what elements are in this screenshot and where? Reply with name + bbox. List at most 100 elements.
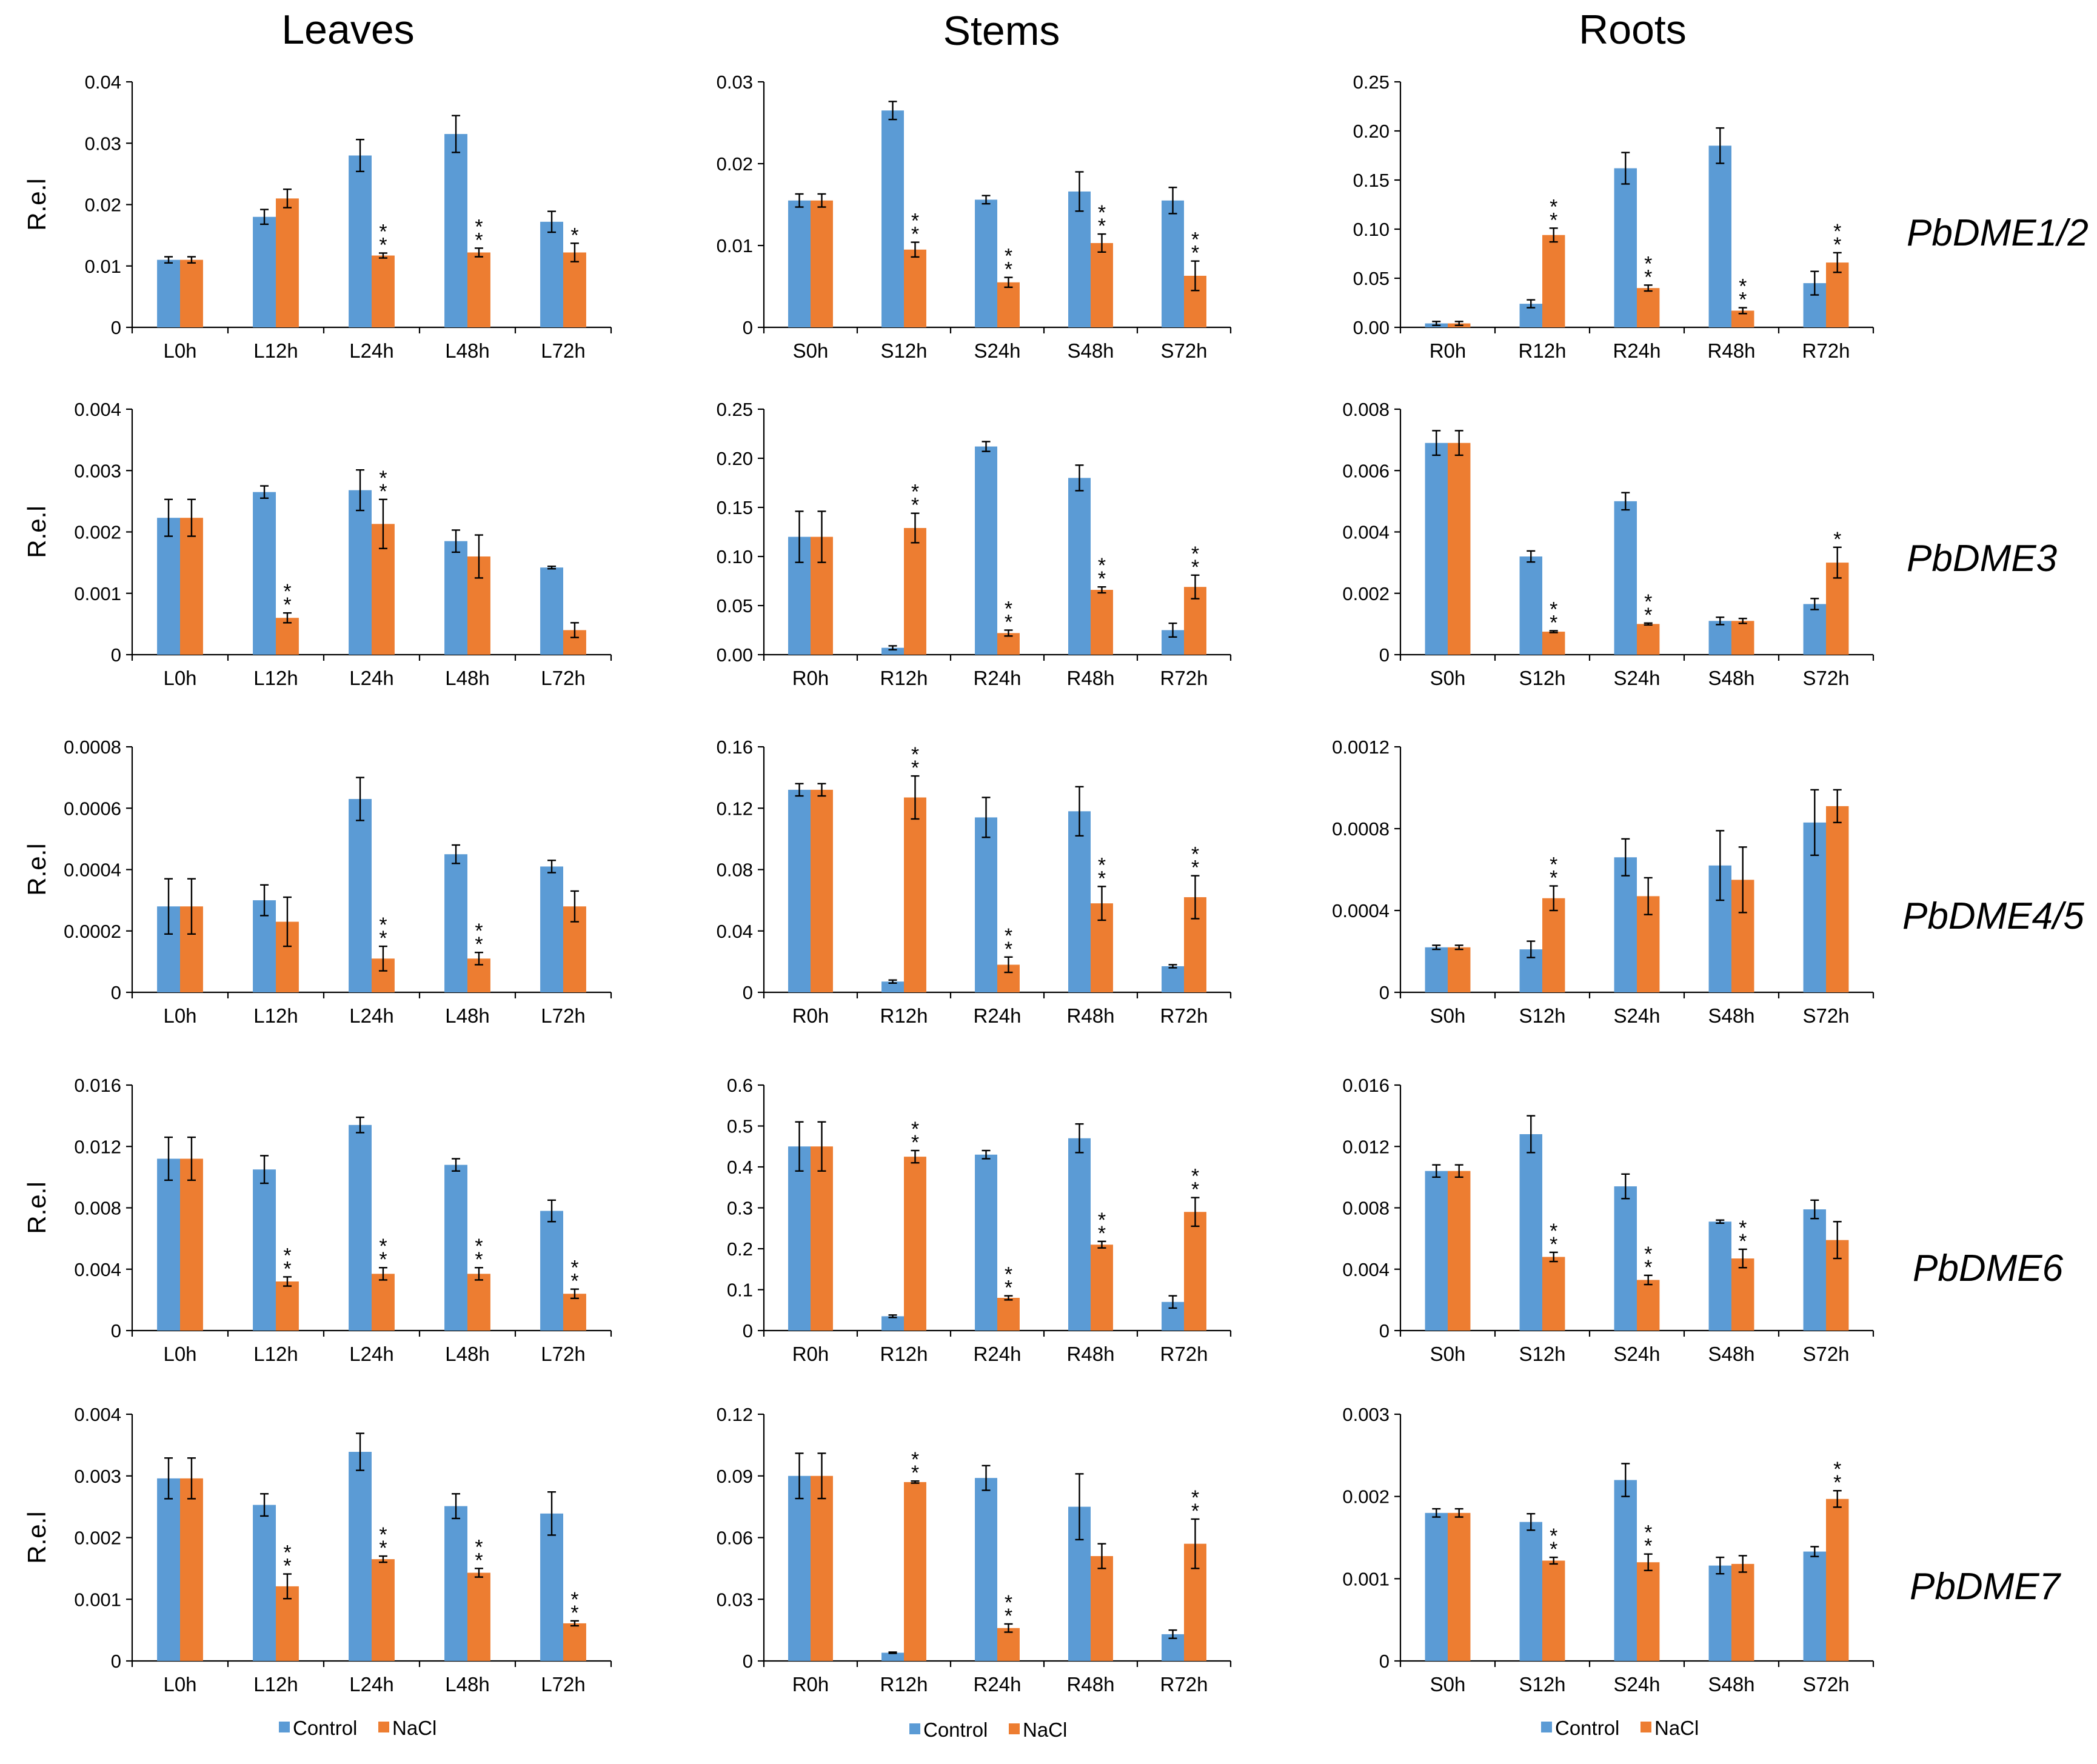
bar-nacl: [1637, 624, 1660, 655]
bar-control: [157, 1478, 180, 1661]
bar-control: [1162, 966, 1184, 992]
category-label: L0h: [163, 339, 196, 362]
bar-nacl: [276, 618, 299, 655]
bar-control: [1068, 478, 1091, 655]
significance-mark: *: [1550, 612, 1557, 635]
bar-nacl: [1542, 632, 1565, 655]
y-tick-label: 0.0006: [64, 798, 121, 819]
bar-nacl: [811, 1146, 833, 1331]
y-tick-label: 0.008: [1342, 399, 1390, 420]
significance-mark: *: [1005, 1277, 1012, 1300]
significance-mark: *: [475, 920, 483, 943]
significance-mark: *: [1005, 611, 1012, 634]
category-label: L48h: [445, 1343, 489, 1365]
y-tick-label: 0.0002: [64, 921, 121, 942]
category-label: R24h: [974, 667, 1022, 689]
significance-mark: *: [570, 1602, 578, 1625]
bar-control: [1425, 947, 1448, 992]
bar-nacl: [1542, 235, 1565, 327]
y-tick-label: 0.016: [74, 1075, 121, 1096]
category-label: S12h: [1519, 1343, 1565, 1365]
y-tick-label: 0.003: [1342, 1404, 1390, 1425]
y-tick-label: 0.004: [74, 1259, 121, 1280]
y-tick-label: 0.02: [85, 195, 121, 216]
category-label: R72h: [1160, 1673, 1208, 1696]
bar-nacl: [563, 1294, 586, 1331]
y-tick-label: 0.001: [1342, 1568, 1390, 1589]
bar-control: [540, 866, 563, 992]
significance-mark: *: [1644, 1522, 1652, 1545]
y-tick-label: 0: [111, 982, 121, 1003]
bar-control: [349, 490, 372, 655]
y-tick-label: 0: [743, 982, 753, 1003]
significance-mark: *: [911, 743, 919, 766]
bar-nacl: [1448, 443, 1471, 655]
category-label: L72h: [541, 1343, 585, 1365]
significance-mark: *: [379, 927, 387, 950]
significance-mark: *: [911, 1131, 919, 1154]
category-label: R48h: [1708, 339, 1756, 362]
category-label: L12h: [253, 1004, 298, 1027]
y-tick-label: 0.002: [74, 522, 121, 543]
category-label: L48h: [445, 1673, 489, 1696]
category-label: L0h: [163, 1673, 196, 1696]
significance-mark: *: [379, 1537, 387, 1560]
legend-roots: Control NaCl: [1541, 1717, 1699, 1739]
category-label: R0h: [1430, 339, 1467, 362]
bar-control: [349, 155, 372, 327]
category-label: R12h: [880, 1004, 928, 1027]
y-axis-label: R.e.l: [22, 843, 51, 895]
y-tick-label: 0.09: [717, 1466, 753, 1487]
significance-mark: *: [1191, 1165, 1199, 1188]
bar-control: [1803, 1551, 1826, 1661]
y-tick-label: 0.002: [1342, 583, 1390, 604]
bar-control: [788, 789, 811, 992]
significance-mark: *: [911, 1118, 919, 1141]
category-label: L24h: [349, 1343, 393, 1365]
category-label: R12h: [880, 1343, 928, 1365]
significance-mark: *: [1191, 242, 1199, 265]
bar-nacl: [1091, 1556, 1113, 1661]
y-tick-label: 0.1: [727, 1280, 753, 1301]
y-tick-label: 0: [743, 1651, 753, 1672]
bar-nacl: [372, 1274, 395, 1331]
y-tick-label: 0.004: [1342, 1259, 1390, 1280]
chart-r2c2: 0 0.0004 0.0008 0.0012 S0h S12h ** S24h S48h S72h: [1332, 737, 1875, 1027]
y-axis-label: R.e.l: [22, 1181, 51, 1234]
category-label: L72h: [541, 1004, 585, 1027]
bar-control: [253, 492, 276, 655]
category-label: R0h: [792, 1673, 829, 1696]
category-label: S12h: [880, 339, 927, 362]
significance-mark: *: [1550, 867, 1557, 890]
category-label: S48h: [1708, 1004, 1754, 1027]
bar-control: [444, 541, 467, 655]
y-tick-label: 0: [111, 644, 121, 666]
category-label: S24h: [1613, 667, 1660, 689]
y-tick-label: 0.10: [1353, 219, 1390, 240]
category-label: L48h: [445, 667, 489, 689]
bar-nacl: [1826, 806, 1849, 992]
significance-mark: *: [283, 1542, 291, 1565]
bar-control: [540, 1513, 563, 1661]
legend-swatch-control: [279, 1722, 290, 1732]
category-label: L72h: [541, 1673, 585, 1696]
category-label: S72h: [1802, 667, 1849, 689]
bar-control: [444, 1506, 467, 1661]
bar-control: [444, 854, 467, 992]
bar-nacl: [904, 797, 926, 992]
category-label: L24h: [349, 1004, 393, 1027]
y-tick-label: 0.00: [1353, 317, 1390, 338]
significance-mark: *: [1098, 201, 1106, 224]
y-tick-label: 0.001: [74, 583, 121, 604]
y-tick-label: 0.03: [717, 1589, 753, 1610]
category-label: L0h: [163, 667, 196, 689]
category-label: S24h: [1613, 1343, 1660, 1365]
bar-nacl: [1542, 1257, 1565, 1331]
